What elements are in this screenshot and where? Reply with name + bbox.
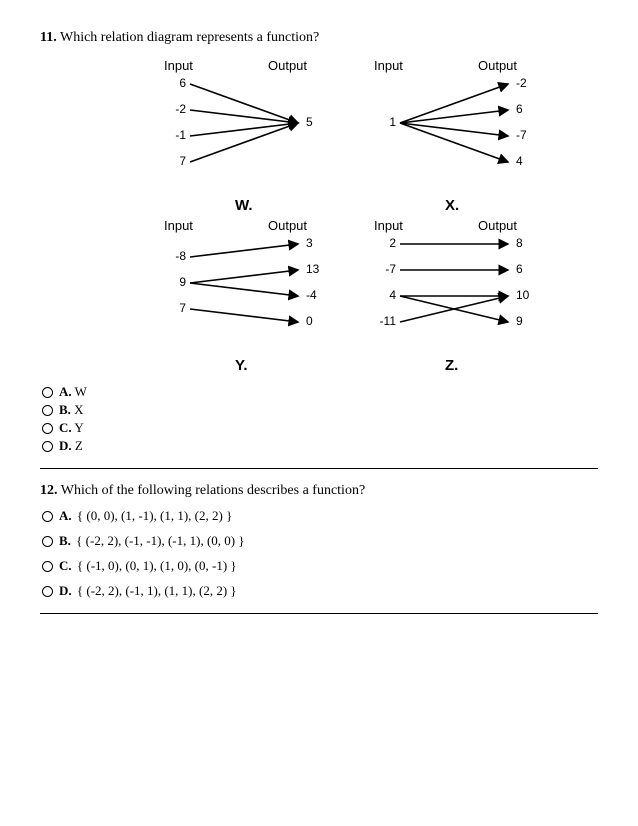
diagram-label: W. xyxy=(235,197,253,214)
q11-options: A. W B. X C. Y D. Z xyxy=(42,384,598,454)
mapping-arrows xyxy=(140,54,350,214)
q12-options: A. { (0, 0), (1, -1), (1, 1), (2, 2) } B… xyxy=(42,508,598,599)
radio-icon xyxy=(42,441,53,452)
radio-icon xyxy=(42,511,53,522)
question-11-text: 11. Which relation diagram represents a … xyxy=(40,30,598,46)
separator xyxy=(40,468,598,469)
radio-icon xyxy=(42,586,53,597)
q11-stem: Which relation diagram represents a func… xyxy=(60,30,319,45)
diagram-W: InputOutput6-2-175W. xyxy=(140,54,350,214)
question-11: 11. Which relation diagram represents a … xyxy=(40,30,598,454)
mapping-arrows xyxy=(350,214,560,374)
q12-number: 12. xyxy=(40,483,58,498)
q11-option-C[interactable]: C. Y xyxy=(42,420,598,436)
q12-option-C[interactable]: C. { (-1, 0), (0, 1), (1, 0), (0, -1) } xyxy=(42,558,598,574)
diagram-label: X. xyxy=(445,197,459,214)
q11-option-D[interactable]: D. Z xyxy=(42,438,598,454)
diagram-label: Z. xyxy=(445,357,458,374)
q12-stem: Which of the following relations describ… xyxy=(61,483,365,498)
radio-icon xyxy=(42,405,53,416)
radio-icon xyxy=(42,561,53,572)
radio-icon xyxy=(42,387,53,398)
q12-option-D[interactable]: D. { (-2, 2), (-1, 1), (1, 1), (2, 2) } xyxy=(42,583,598,599)
separator xyxy=(40,613,598,614)
q11-diagram-area: InputOutput6-2-175W. InputOutput1-26-74X… xyxy=(140,54,598,374)
diagram-label: Y. xyxy=(235,357,248,374)
diagram-Y: InputOutput-897313-40Y. xyxy=(140,214,350,374)
q11-option-A[interactable]: A. W xyxy=(42,384,598,400)
q11-number: 11. xyxy=(40,30,57,45)
radio-icon xyxy=(42,423,53,434)
diagram-Z: InputOutput2-74-1186109Z. xyxy=(350,214,560,374)
q11-option-B[interactable]: B. X xyxy=(42,402,598,418)
q12-option-A[interactable]: A. { (0, 0), (1, -1), (1, 1), (2, 2) } xyxy=(42,508,598,524)
mapping-arrows xyxy=(140,214,350,374)
q12-option-B[interactable]: B. { (-2, 2), (-1, -1), (-1, 1), (0, 0) … xyxy=(42,533,598,549)
mapping-arrows xyxy=(350,54,560,214)
question-12-text: 12. Which of the following relations des… xyxy=(40,483,598,499)
question-12: 12. Which of the following relations des… xyxy=(40,483,598,599)
diagram-X: InputOutput1-26-74X. xyxy=(350,54,560,214)
radio-icon xyxy=(42,536,53,547)
